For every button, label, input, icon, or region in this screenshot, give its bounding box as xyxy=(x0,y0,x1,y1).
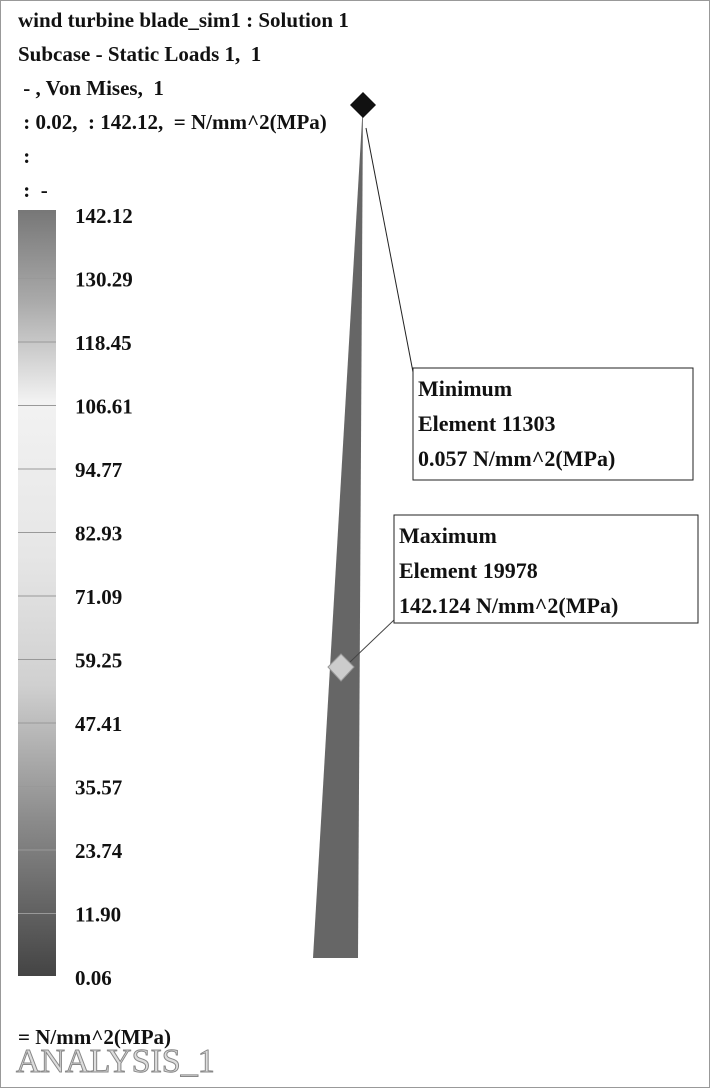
analysis-label: ANALYSIS_1 xyxy=(16,1043,215,1080)
header-line: wind turbine blade_sim1 : Solution 1 xyxy=(18,8,349,32)
units: = N/mm^2(MPa) xyxy=(18,1025,171,1049)
color-bar xyxy=(18,210,56,976)
blade xyxy=(313,103,363,958)
legend-label: 47.41 xyxy=(75,712,122,736)
legend-label: 106.61 xyxy=(75,395,133,419)
leader-line xyxy=(365,127,414,373)
header-line: : xyxy=(18,144,30,168)
annotation-line: 0.057 N/mm^2(MPa) xyxy=(418,446,615,471)
max-marker xyxy=(327,653,355,682)
leader-line xyxy=(349,619,395,663)
legend: 142.12 130.29 118.45 106.61 94.77 82.93 71.09 5… xyxy=(18,204,133,990)
legend-label: 118.45 xyxy=(75,331,132,355)
min-box: Minimum Element 11303 0.057 N/mm^2(MPa) xyxy=(412,367,694,481)
min-marker xyxy=(350,92,376,118)
legend-label: 130.29 xyxy=(75,268,133,292)
legend-label: 59.25 xyxy=(75,649,122,673)
annotation-line: 142.124 N/mm^2(MPa) xyxy=(399,593,618,618)
legend-label: 23.74 xyxy=(75,839,123,863)
legend-label: 35.57 xyxy=(75,776,122,800)
legend-label: 94.77 xyxy=(75,458,122,482)
header-line: - , Von Mises, 1 xyxy=(18,76,164,100)
legend-label: 0.06 xyxy=(75,966,112,990)
annotation-line: Minimum xyxy=(418,376,512,401)
legend-label: 142.12 xyxy=(75,204,133,228)
header-line: : 0.02, : 142.12, = N/mm^2(MPa) xyxy=(18,110,327,134)
header-line: : - xyxy=(18,178,48,202)
annotation-line: Element 19978 xyxy=(399,558,538,583)
annotation-line: Element 11303 xyxy=(418,411,556,436)
legend-label: 82.93 xyxy=(75,522,122,546)
annotation-line: Maximum xyxy=(399,523,497,548)
legend-label: 71.09 xyxy=(75,585,122,609)
header-line: Subcase - Static Loads 1, 1 xyxy=(18,42,261,66)
legend-label: 11.90 xyxy=(75,903,121,927)
header: wind turbine blade_sim1 : Solution 1 Subc… xyxy=(18,8,349,202)
max-box: Maximum Element 19978 142.124 N/mm^2(MPa… xyxy=(393,514,699,624)
